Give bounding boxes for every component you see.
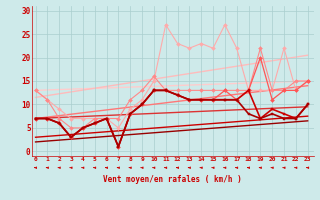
X-axis label: Vent moyen/en rafales ( km/h ): Vent moyen/en rafales ( km/h ) <box>103 175 242 184</box>
